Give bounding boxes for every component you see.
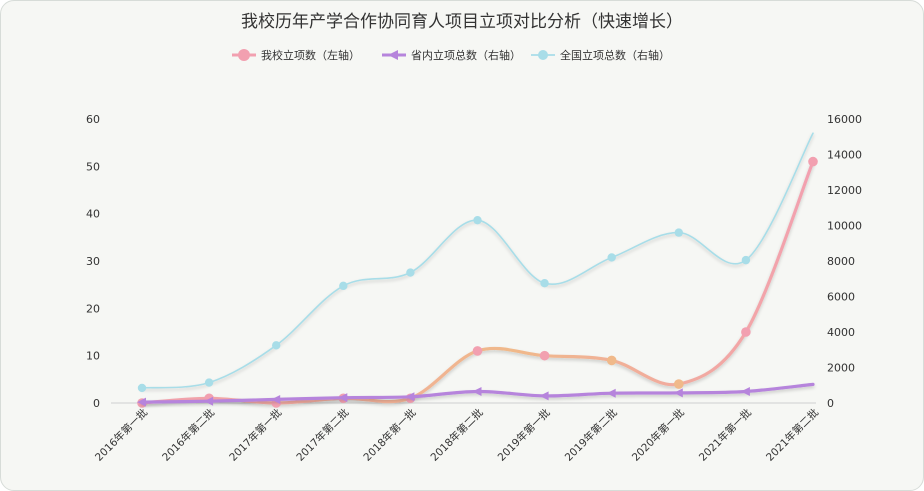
series-2 [137,382,815,407]
right-axis-tick-label: 0 [827,397,834,410]
axes: 0 10 20 30 40 50 60 0 2000 4000 6000 8000 10000 12000… [86,113,862,464]
left-axis-tick-label: 20 [86,302,100,315]
series-line [140,160,815,405]
data-point [540,278,549,288]
legend-symbol [238,49,250,61]
data-point [607,253,616,262]
left-axis-tick-label: 10 [86,350,100,363]
right-axis-tick-label: 4000 [827,326,855,339]
right-axis-tick-label: 12000 [827,184,862,197]
legend-label: 我校立项数（左轴） [261,48,360,62]
data-point [741,255,751,265]
legend[interactable]: 我校立项数（左轴） 省内立项总数（右轴） 全国立项总数（右轴） [232,48,670,62]
data-point [808,156,818,167]
x-axis-tick-label: 2019年第二批 [562,406,620,464]
right-axis-tick-label: 6000 [827,291,855,304]
data-point [271,394,281,404]
data-point [338,393,348,403]
data-point [405,392,415,402]
right-axis-tick-label: 14000 [827,149,862,162]
data-point [741,327,751,337]
series-1 [137,156,818,408]
data-point [539,350,550,361]
legend-item-2[interactable]: 省内立项总数（右轴） [382,48,521,62]
x-axis-tick-label: 2018年第一批 [361,406,419,464]
data-point [674,379,684,389]
series-3 [137,132,814,393]
x-axis-tick-label: 2017年第一批 [227,406,285,464]
data-point [606,388,616,398]
right-axis-tick-label: 8000 [827,255,855,268]
data-point [406,268,415,277]
x-axis-tick-label: 2020年第一批 [629,406,687,464]
data-point [204,396,214,406]
x-axis-tick-label: 2016年第二批 [159,406,217,464]
legend-label: 省内立项总数（右轴） [411,48,521,62]
legend-label: 全国立项总数（右轴） [560,48,670,62]
data-point [472,386,482,396]
legend-symbol [538,50,548,60]
right-axis-tick-label: 16000 [827,113,862,126]
series-line [141,132,814,389]
left-axis-tick-label: 50 [86,160,100,173]
data-point [137,383,147,393]
data-point [137,397,146,407]
series-lines [137,132,818,408]
data-point [606,355,617,366]
data-point [740,386,750,396]
data-point [272,341,281,350]
left-axis-tick-label: 60 [86,113,100,126]
data-point [339,281,348,291]
data-point [539,391,549,401]
x-axis-tick-label: 2021年第二批 [763,406,821,464]
legend-symbol [388,50,398,60]
left-axis-tick-label: 30 [86,255,100,268]
data-point [204,378,214,387]
data-point [473,215,482,225]
legend-item-3[interactable]: 全国立项总数（右轴） [531,48,670,62]
data-point [674,228,683,237]
right-axis-tick-label: 2000 [827,362,855,375]
data-point [472,346,483,356]
x-axis-tick-label: 2021年第一批 [696,406,754,464]
left-axis-tick-label: 0 [93,397,100,410]
right-axis-tick-label: 10000 [827,220,862,233]
x-axis-tick-label: 2018年第二批 [428,406,486,464]
left-axis-tick-label: 40 [86,208,100,221]
legend-item-1[interactable]: 我校立项数（左轴） [232,48,360,62]
data-point [673,388,683,398]
chart-title: 我校历年产学合作协同育人项目立项对比分析（快速增长） [241,12,683,32]
x-axis-tick-label: 2017年第二批 [294,406,352,464]
x-axis-tick-label: 2016年第一批 [92,406,150,464]
x-axis-tick-label: 2019年第一批 [495,406,553,464]
